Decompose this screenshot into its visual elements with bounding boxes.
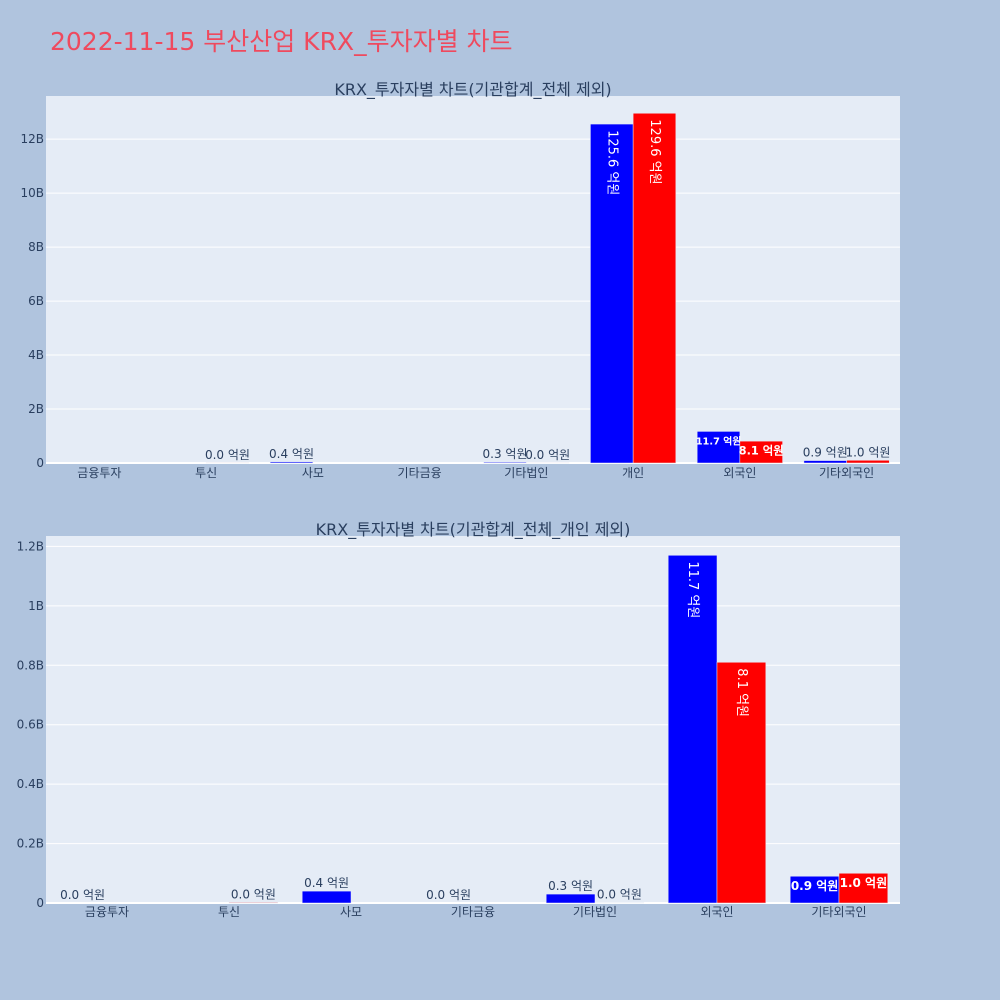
bar [228,902,279,904]
y-tick-label: 0 [36,896,44,910]
page-title: 2022-11-15 부산산업 KRX_투자자별 차트 [50,27,513,56]
bar-label: 1.0 억원 [845,445,890,459]
x-tick-label: 사모 [340,905,362,919]
x-tick-label: 기타금융 [398,466,442,480]
bar-label: 0.9 억원 [803,446,848,460]
bar [632,113,677,464]
bar [846,460,890,464]
bar-label: 0.0 억원 [205,448,250,462]
chart-1: 0 2B 4B 6B 8B 10B 12B KRX_투자자별 차트(기관합계_전체 제외) 금융… [20,80,900,480]
bar-label: 8.1 억원 [734,668,749,717]
x-tick-label: 사모 [302,466,324,480]
x-tick-label: 기타법인 [573,905,617,919]
x-tick-label: 외국인 [723,466,756,480]
x-tick-label: 외국인 [700,905,733,919]
bar-label: 125.6 억원 [604,130,619,195]
x-tick-label: 개인 [622,466,644,480]
x-tick-label: 기타금융 [451,905,495,919]
bar-label: 129.6 억원 [647,119,662,184]
chart-title: KRX_투자자별 차트(기관합계_전체 제외) [334,80,611,100]
x-tick-label: 기타법인 [504,466,548,480]
y-tick-label: 12B [20,132,44,146]
y-tick-label: 0.2B [17,837,44,851]
bar [590,123,634,464]
plot-area [46,96,900,463]
bar [301,890,352,904]
bar-label: 0.3 억원 [548,879,593,893]
y-tick-label: 10B [20,186,44,200]
bar [803,460,847,464]
bar [838,873,889,904]
plot-area [46,536,900,903]
bar-label: 0.0 억원 [426,888,471,902]
bar-label: 0.0 억원 [597,888,642,902]
y-tick-label: 1B [28,599,44,613]
y-tick-label: 0.8B [17,658,44,672]
bar-label: 11.7 억원 [685,561,700,618]
bar [716,662,767,904]
x-tick-label: 금융투자 [77,466,121,480]
y-tick-label: 2B [28,402,44,416]
bar-label: 0.0 억원 [525,448,570,462]
bar-label: 0.0 억원 [60,888,105,902]
x-tick-label: 금융투자 [85,905,129,919]
chart-title: KRX_투자자별 차트(기관합계_전체_개인 제외) [316,520,631,540]
y-tick-label: 4B [28,348,44,362]
bar-label: 8.1 억원 [739,444,784,458]
chart-2: 0 0.2B 0.4B 0.6B 0.8B 1B 1.2B KRX_투자자별 차트(기관합계_… [17,520,900,919]
bar [696,431,741,464]
bar [483,461,527,464]
y-tick-label: 0.4B [17,777,44,791]
bar-label: 0.9 억원 [791,879,839,893]
y-tick-label: 0 [36,456,44,470]
bar-label: 0.0 억원 [231,887,276,901]
bar [789,876,840,904]
x-tick-label: 기타외국인 [811,905,866,919]
bar [667,555,718,904]
x-tick-label: 기타외국인 [819,466,874,480]
y-tick-label: 1.2B [17,539,44,553]
bar-label: 1.0 억원 [840,876,888,890]
bar-label: 11.7 억원 [696,434,742,447]
y-tick-label: 6B [28,294,44,308]
x-tick-label: 투신 [195,466,217,480]
x-tick-label: 투신 [218,905,240,919]
bar-label: 0.4 억원 [269,447,314,461]
bar-label: 0.3 억원 [483,447,528,461]
bar [269,461,314,464]
y-tick-label: 8B [28,240,44,254]
bar [545,893,596,904]
bar [739,440,783,464]
y-tick-label: 0.6B [17,718,44,732]
bar-label: 0.4 억원 [304,876,349,890]
